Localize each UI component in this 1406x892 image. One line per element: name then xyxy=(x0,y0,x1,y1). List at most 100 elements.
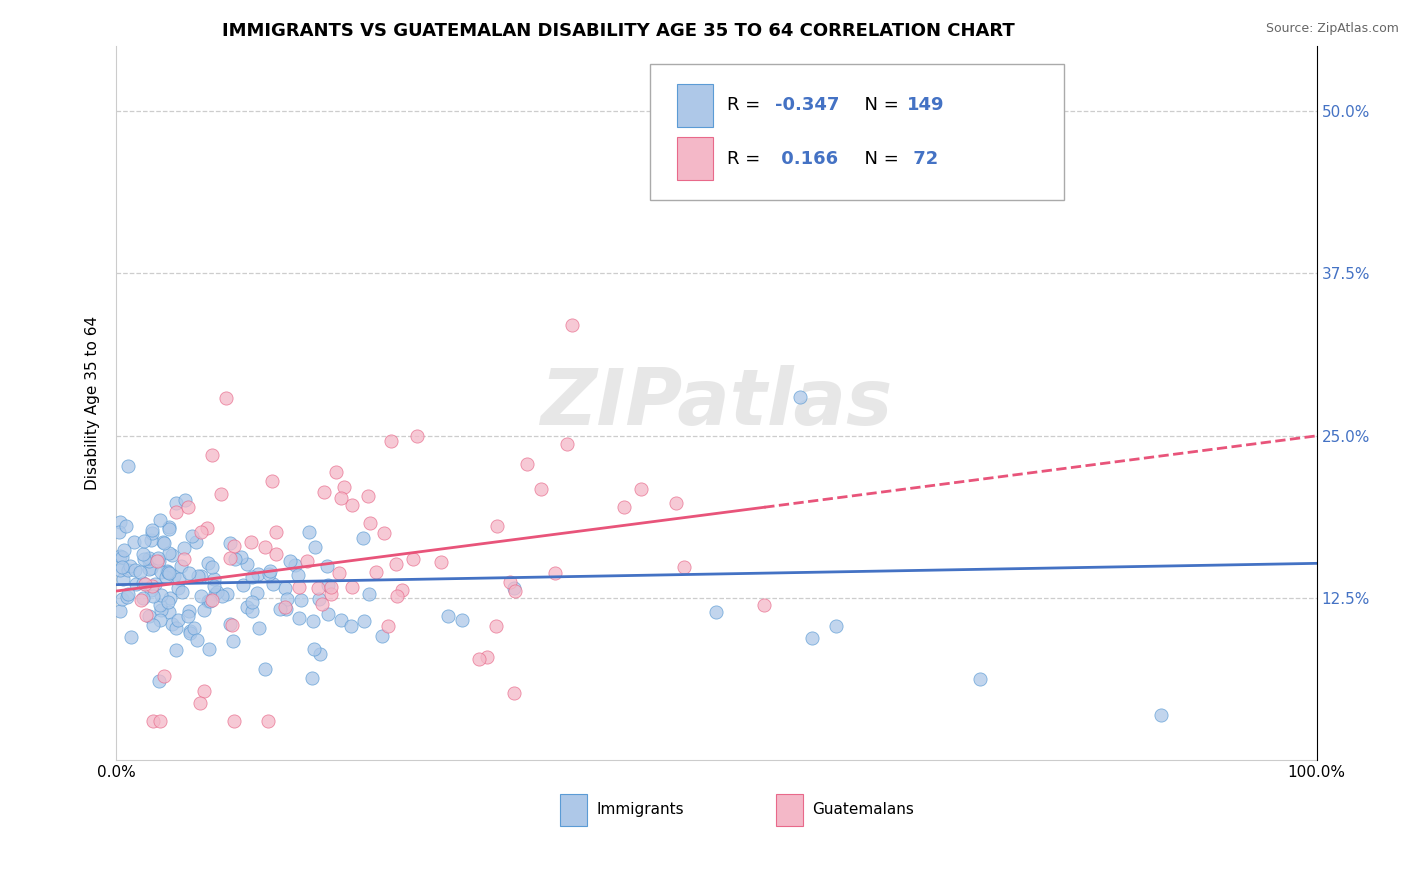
Point xyxy=(215,392,238,406)
Point xyxy=(183,621,205,635)
Point xyxy=(138,608,160,623)
Text: 0.166: 0.166 xyxy=(775,150,838,168)
Text: Guatemalans: Guatemalans xyxy=(813,803,914,817)
Point xyxy=(141,524,163,538)
Point xyxy=(385,558,408,572)
FancyBboxPatch shape xyxy=(776,794,803,826)
Point xyxy=(561,318,583,333)
Point xyxy=(209,487,232,501)
Point xyxy=(165,621,187,635)
Point xyxy=(264,547,287,561)
Point xyxy=(138,554,160,568)
Point xyxy=(370,629,392,643)
Point xyxy=(177,609,200,624)
Point xyxy=(555,437,578,451)
Point xyxy=(284,558,307,572)
Point xyxy=(129,593,152,607)
Point xyxy=(246,567,269,582)
Point xyxy=(287,581,309,595)
Point xyxy=(124,563,146,577)
Point xyxy=(173,492,195,507)
Point xyxy=(222,633,245,648)
Point xyxy=(240,535,263,549)
Point xyxy=(269,602,291,616)
Point xyxy=(274,581,297,595)
Point xyxy=(122,535,145,549)
Point xyxy=(287,568,309,582)
Point xyxy=(257,714,280,728)
Point xyxy=(503,583,526,598)
Point xyxy=(148,551,170,566)
Point xyxy=(160,548,183,562)
Point xyxy=(387,589,409,603)
Point xyxy=(429,555,451,569)
Point xyxy=(167,613,190,627)
Point xyxy=(257,567,280,582)
Point xyxy=(149,598,172,612)
Point xyxy=(498,574,520,589)
Point xyxy=(486,519,509,533)
Point xyxy=(706,605,728,619)
Text: Immigrants: Immigrants xyxy=(596,803,683,817)
Point xyxy=(315,558,337,573)
Point xyxy=(259,564,281,578)
Point xyxy=(149,613,172,627)
Point xyxy=(149,603,172,617)
Point xyxy=(665,496,688,510)
Point xyxy=(485,618,508,632)
Point xyxy=(118,559,141,574)
Point xyxy=(295,554,318,568)
Point xyxy=(186,632,208,647)
Point xyxy=(290,592,312,607)
Point xyxy=(308,592,330,607)
Point xyxy=(530,482,553,496)
Point xyxy=(298,524,321,539)
Point xyxy=(198,642,221,657)
Point xyxy=(143,576,166,591)
Point xyxy=(150,565,173,579)
Point xyxy=(266,524,288,539)
Point xyxy=(157,520,180,534)
Point xyxy=(201,559,224,574)
Point xyxy=(157,605,180,619)
Point xyxy=(316,578,339,592)
Point xyxy=(307,581,329,595)
Point xyxy=(179,624,201,639)
Text: N =: N = xyxy=(853,150,904,168)
Point xyxy=(117,459,139,474)
Point xyxy=(141,525,163,540)
Point xyxy=(325,466,347,480)
Point xyxy=(114,518,136,533)
Point xyxy=(120,630,142,644)
Point xyxy=(156,565,179,579)
Point xyxy=(319,580,342,594)
Point xyxy=(373,525,395,540)
Point xyxy=(222,714,245,728)
Point xyxy=(195,521,218,535)
Point xyxy=(112,572,135,586)
Point xyxy=(132,591,155,606)
Point xyxy=(117,563,139,577)
Point xyxy=(197,556,219,570)
Point xyxy=(152,535,174,549)
Point xyxy=(302,615,325,629)
Point xyxy=(274,601,297,615)
Point xyxy=(333,480,356,494)
Point xyxy=(205,585,228,599)
Point xyxy=(190,590,212,604)
Point xyxy=(201,448,224,462)
Point xyxy=(316,607,339,621)
Point xyxy=(274,600,297,615)
Point xyxy=(357,489,380,503)
Point xyxy=(166,581,188,595)
Point xyxy=(613,500,636,515)
Point xyxy=(177,566,200,580)
FancyBboxPatch shape xyxy=(676,137,713,180)
Point xyxy=(969,672,991,686)
Point xyxy=(352,531,374,545)
Point xyxy=(111,549,134,564)
Point xyxy=(115,591,138,605)
Point xyxy=(329,613,352,627)
Point xyxy=(112,543,135,558)
Point xyxy=(177,604,200,618)
